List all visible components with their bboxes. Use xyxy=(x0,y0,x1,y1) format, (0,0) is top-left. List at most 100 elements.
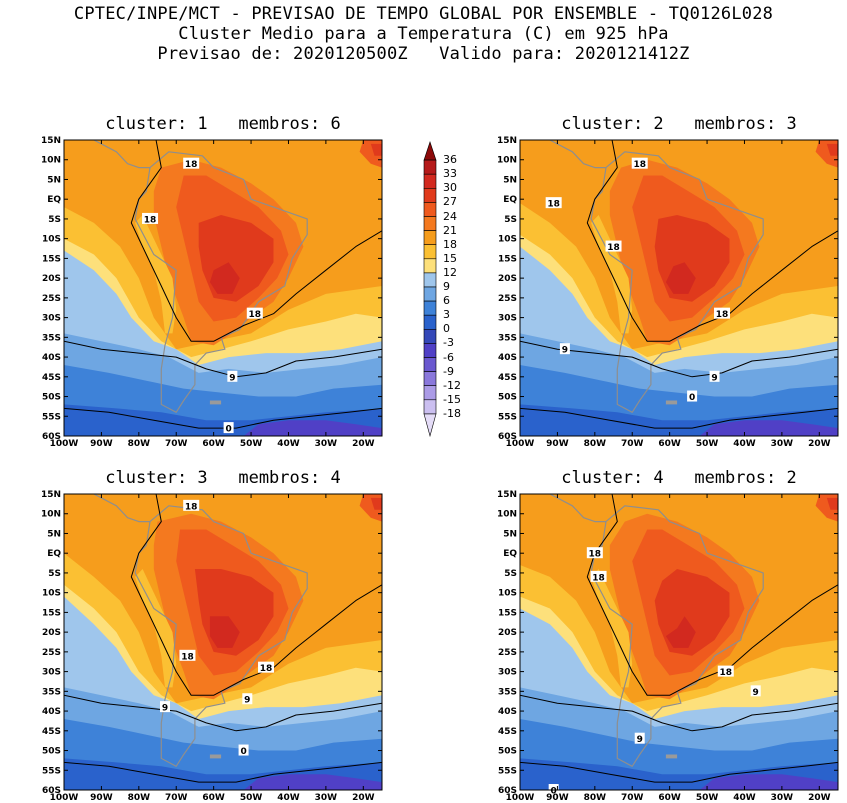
latitude-tick-label: 50S xyxy=(498,747,517,757)
longitude-tick-label: 90W xyxy=(546,439,569,448)
contour-label: 0 xyxy=(240,747,246,757)
contour-label-box xyxy=(179,649,196,661)
panel-title-cluster-4: cluster: 4 membros: 2 xyxy=(561,468,797,488)
colorbar-swatch xyxy=(423,385,437,401)
colorbar-swatch xyxy=(423,173,437,189)
contour-label: 18 xyxy=(144,215,157,225)
colorbar-swatch xyxy=(423,314,437,330)
latitude-tick-label: 35S xyxy=(42,333,61,343)
latitude-tick-label: 40S xyxy=(42,707,61,717)
longitude-tick-label: 80W xyxy=(128,439,151,448)
latitude-tick-label: 30S xyxy=(42,314,61,324)
longitude-tick-label: 30W xyxy=(771,793,794,802)
contour-label: 18 xyxy=(181,652,194,662)
longitude-tick-label: 100W xyxy=(506,793,535,802)
temperature-band-30-33 xyxy=(209,262,240,294)
colorbar-level-label: -15 xyxy=(443,392,461,406)
latitude-tick-label: 60S xyxy=(42,786,61,796)
contour-label: 9 xyxy=(637,735,643,745)
longitude-tick-label: 80W xyxy=(128,793,151,802)
colorbar-swatch xyxy=(423,329,437,344)
contour-line-9 xyxy=(520,340,838,378)
contour-label: 9 xyxy=(562,346,568,356)
longitude-tick-label: 90W xyxy=(90,793,113,802)
contour-label: 9 xyxy=(229,373,235,383)
latitude-tick-label: 55S xyxy=(498,766,517,776)
latitude-tick-label: EQ xyxy=(503,549,517,559)
longitude-tick-label: 20W xyxy=(808,439,831,448)
colorbar-swatch xyxy=(423,343,437,358)
coastline-central-america xyxy=(548,140,606,169)
falklands-islands xyxy=(209,400,222,405)
colorbar-level-label: -6 xyxy=(443,350,454,364)
contour-label: 0 xyxy=(225,425,231,435)
latitude-tick-label: 15S xyxy=(42,608,61,618)
falklands-islands xyxy=(209,754,222,759)
latitude-tick-label: 25S xyxy=(498,294,517,304)
coastline-central-america xyxy=(92,140,150,169)
latitude-tick-label: 25S xyxy=(498,648,517,658)
map-frame xyxy=(519,493,839,791)
latitude-tick-label: 10N xyxy=(41,156,61,166)
coastline-central-america xyxy=(548,494,606,523)
contour-line-0 xyxy=(520,761,838,783)
contour-label-box xyxy=(242,693,253,705)
longitude-tick-label: 70W xyxy=(621,439,644,448)
colorbar-level-label: 3 xyxy=(443,308,450,322)
contour-label: 18 xyxy=(607,243,620,253)
latitude-tick-label: 5N xyxy=(503,175,517,185)
contour-label-box xyxy=(586,547,603,559)
contour-label-box xyxy=(709,370,720,382)
contour-label-box xyxy=(183,499,200,511)
contour-label-box xyxy=(634,732,645,744)
latitude-tick-label: EQ xyxy=(503,195,517,205)
longitude-tick-label: 20W xyxy=(352,793,375,802)
latitude-tick-label: 5S xyxy=(48,215,61,225)
contour-label: 9 xyxy=(753,688,759,698)
colorbar-swatch xyxy=(423,300,437,316)
latitude-tick-label: 60S xyxy=(498,786,517,796)
longitude-tick-label: 60W xyxy=(658,439,681,448)
longitude-tick-label: 80W xyxy=(584,793,607,802)
longitude-tick-label: 70W xyxy=(165,439,188,448)
coastline xyxy=(134,505,308,767)
colorbar-level-label: 24 xyxy=(443,209,457,223)
contour-label: 18 xyxy=(719,668,732,678)
contour-label-box xyxy=(160,701,171,713)
colorbar-swatch xyxy=(423,244,437,260)
contour-line-18 xyxy=(130,494,382,696)
latitude-tick-label: 55S xyxy=(42,412,61,422)
latitude-tick-label: 20S xyxy=(498,628,517,638)
panel-title-cluster-3: cluster: 3 membros: 4 xyxy=(105,468,341,488)
map-panel-cluster-2: 18 18 18 18 9 9 0 15N 10N 5N EQ 5S 10S 15S 20S 25S 30S 35… xyxy=(497,136,839,448)
contour-label: 18 xyxy=(185,160,198,170)
latitude-tick-label: 20S xyxy=(498,274,517,284)
contour-label-box xyxy=(717,665,734,677)
longitude-tick-label: 30W xyxy=(315,439,338,448)
longitude-tick-label: 70W xyxy=(621,793,644,802)
contour-label-box xyxy=(246,307,263,319)
latitude-tick-label: 55S xyxy=(42,766,61,776)
latitude-tick-label: 5S xyxy=(48,569,61,579)
contour-label-box xyxy=(559,343,570,355)
temperature-band-coast-africa-hot xyxy=(826,143,838,156)
colorbar-swatch xyxy=(423,230,437,245)
contour-label-box xyxy=(227,370,238,382)
falklands-islands xyxy=(665,754,678,759)
latitude-tick-label: 20S xyxy=(42,274,61,284)
latitude-tick-label: 50S xyxy=(42,393,61,403)
temperature-band-coast-africa-hot xyxy=(826,497,838,510)
latitude-tick-label: 5N xyxy=(47,529,61,539)
colorbar-level-label: 9 xyxy=(443,280,450,293)
longitude-tick-label: 80W xyxy=(584,439,607,448)
latitude-tick-label: 15S xyxy=(42,254,61,264)
colorbar-level-label: 27 xyxy=(443,195,457,209)
contour-line-0 xyxy=(64,407,382,429)
latitude-tick-label: 35S xyxy=(498,687,517,697)
contour-line-9 xyxy=(64,340,382,378)
latitude-tick-label: 10N xyxy=(497,156,517,166)
map-panel-cluster-3: 18 18 18 9 9 0 15N 10N 5N EQ 5S 10S 15S 20S 25S 30S 35S 4… xyxy=(41,490,383,802)
longitude-tick-label: 100W xyxy=(50,793,79,802)
colorbar-level-label: 30 xyxy=(443,181,457,195)
coastline xyxy=(590,505,764,767)
